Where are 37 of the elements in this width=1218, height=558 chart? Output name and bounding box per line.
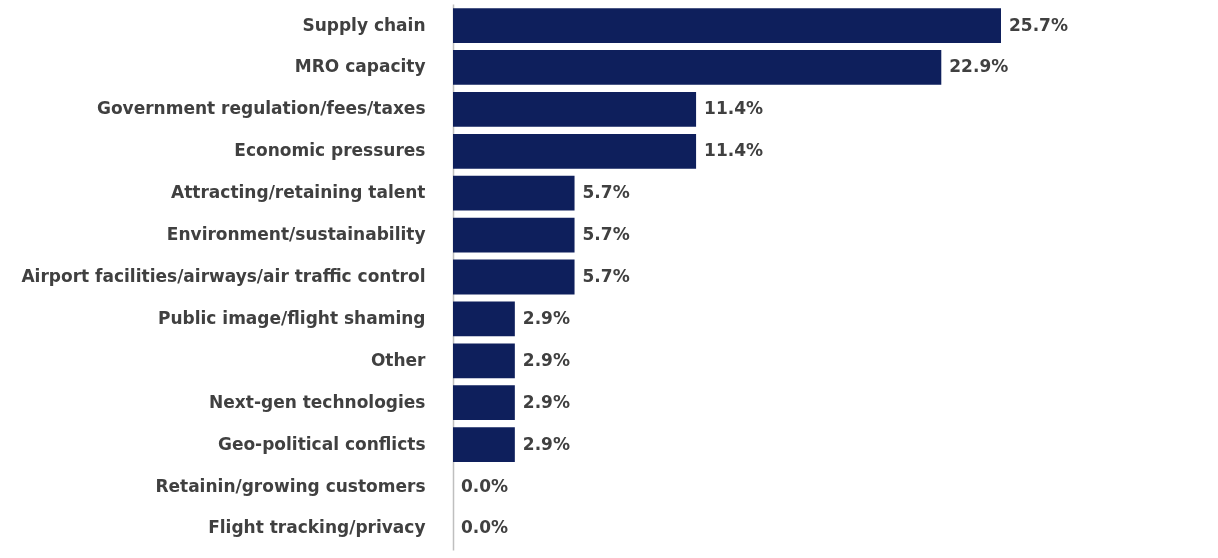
y-tick-label: Flight tracking/privacy bbox=[208, 517, 426, 538]
y-tick-label: Government regulation/fees/taxes bbox=[96, 98, 426, 119]
y-tick-label: Next-gen technologies bbox=[209, 391, 426, 412]
bar bbox=[453, 385, 515, 421]
y-tick-label: Public image/flight shaming bbox=[157, 307, 426, 328]
y-tick-label: Geo-political conflicts bbox=[217, 433, 426, 454]
bar bbox=[453, 259, 575, 295]
y-tick-label: MRO capacity bbox=[294, 56, 426, 77]
bar bbox=[453, 175, 575, 211]
y-tick-label: Supply chain bbox=[302, 14, 426, 35]
data-label: 11.4% bbox=[704, 140, 764, 161]
data-label: 2.9% bbox=[522, 433, 570, 454]
data-label: 2.9% bbox=[522, 391, 570, 412]
data-label: 0.0% bbox=[461, 517, 509, 538]
bar bbox=[453, 343, 515, 379]
bar bbox=[453, 217, 575, 253]
y-tick-label: Retainin/growing customers bbox=[155, 475, 426, 496]
y-tick-label: Environment/sustainability bbox=[166, 224, 426, 245]
data-label: 11.4% bbox=[704, 98, 764, 119]
data-label: 0.0% bbox=[461, 475, 509, 496]
data-label: 2.9% bbox=[522, 307, 570, 328]
bar bbox=[453, 8, 1001, 43]
bar bbox=[453, 427, 515, 462]
y-tick-label: Attracting/retaining talent bbox=[171, 182, 426, 203]
data-label: 5.7% bbox=[582, 266, 630, 286]
y-tick-label: Economic pressures bbox=[234, 140, 426, 161]
bar bbox=[453, 50, 942, 85]
data-label: 22.9% bbox=[949, 56, 1009, 77]
data-label: 5.7% bbox=[582, 182, 630, 203]
bar bbox=[453, 133, 697, 169]
data-label: 25.7% bbox=[1009, 14, 1068, 35]
bar bbox=[453, 301, 515, 337]
y-tick-label: Airport facilities/airways/air traffic control bbox=[21, 266, 426, 286]
bar bbox=[453, 92, 697, 127]
data-label: 2.9% bbox=[522, 349, 570, 370]
data-label: 5.7% bbox=[582, 224, 630, 245]
y-tick-label: Other bbox=[370, 349, 427, 370]
